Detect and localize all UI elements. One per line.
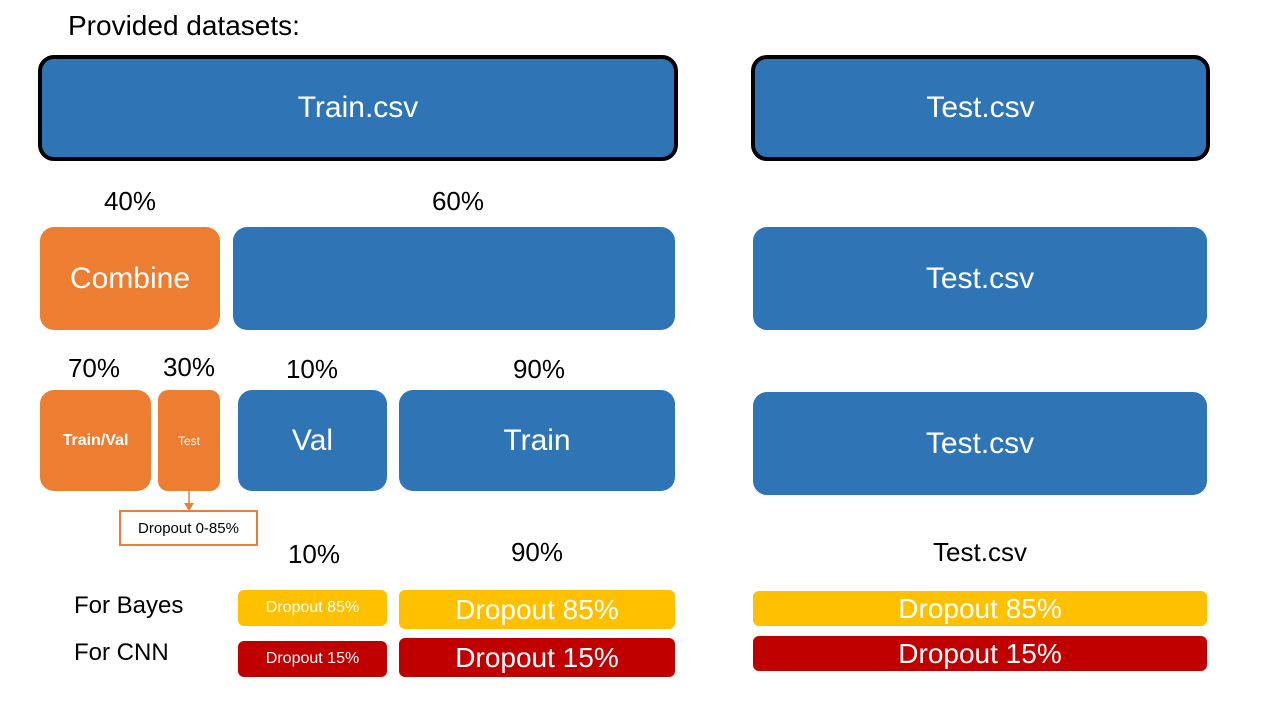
val-box: Val [238, 390, 387, 491]
test-csv-box-row3: Test.csv [753, 392, 1207, 495]
test-small-label: Test [177, 433, 200, 448]
bayes-test-label: Dropout 85% [898, 592, 1062, 624]
val-label: Val [291, 423, 334, 457]
combine-box: Combine [40, 227, 220, 330]
pct-70: 70% [67, 353, 121, 383]
pct-90-row4: 90% [510, 537, 564, 567]
bayes-val-bar: Dropout 85% [238, 590, 387, 626]
for-cnn-label: For CNN [74, 639, 169, 666]
dropout-callout-label: Dropout 0-85% [138, 519, 239, 537]
test-csv-label-row2: Test.csv [925, 261, 1035, 295]
train-box: Train [399, 390, 675, 491]
train-val-label: Train/Val [62, 431, 129, 449]
pct-60: 60% [431, 186, 485, 216]
cnn-val-label: Dropout 15% [265, 650, 360, 667]
test-csv-label-row3: Test.csv [925, 426, 1035, 460]
pct-90-row3: 90% [512, 354, 566, 384]
page-title: Provided datasets: [68, 10, 300, 41]
bayes-test-bar: Dropout 85% [753, 591, 1207, 626]
test-csv-box-top: Test.csv [751, 55, 1210, 161]
bayes-train-bar: Dropout 85% [399, 590, 675, 629]
train-val-box: Train/Val [40, 390, 151, 491]
pct-30: 30% [162, 352, 216, 382]
test-csv-box-row2: Test.csv [753, 227, 1207, 330]
cnn-test-bar: Dropout 15% [753, 636, 1207, 671]
bayes-val-label: Dropout 85% [265, 599, 360, 616]
dropout-callout: Dropout 0-85% [119, 510, 258, 546]
test-csv-label-top: Test.csv [926, 91, 1035, 124]
bayes-train-label: Dropout 85% [455, 593, 619, 625]
pct-10-row3: 10% [285, 354, 339, 384]
pct-40: 40% [103, 186, 157, 216]
remaining-train-box [233, 227, 675, 330]
train-csv-box: Train.csv [38, 55, 678, 161]
cnn-train-bar: Dropout 15% [399, 638, 675, 677]
arrow-down-icon [184, 490, 194, 511]
train-csv-label: Train.csv [297, 91, 419, 124]
pct-10-row4: 10% [287, 539, 341, 569]
train-label: Train [503, 423, 571, 457]
combine-label: Combine [69, 261, 191, 295]
test-csv-text-row4: Test.csv [933, 537, 1027, 567]
for-bayes-label: For Bayes [74, 592, 184, 619]
cnn-train-label: Dropout 15% [455, 641, 619, 673]
test-small-box: Test [158, 390, 220, 491]
cnn-val-bar: Dropout 15% [238, 641, 387, 677]
cnn-test-label: Dropout 15% [898, 637, 1062, 669]
